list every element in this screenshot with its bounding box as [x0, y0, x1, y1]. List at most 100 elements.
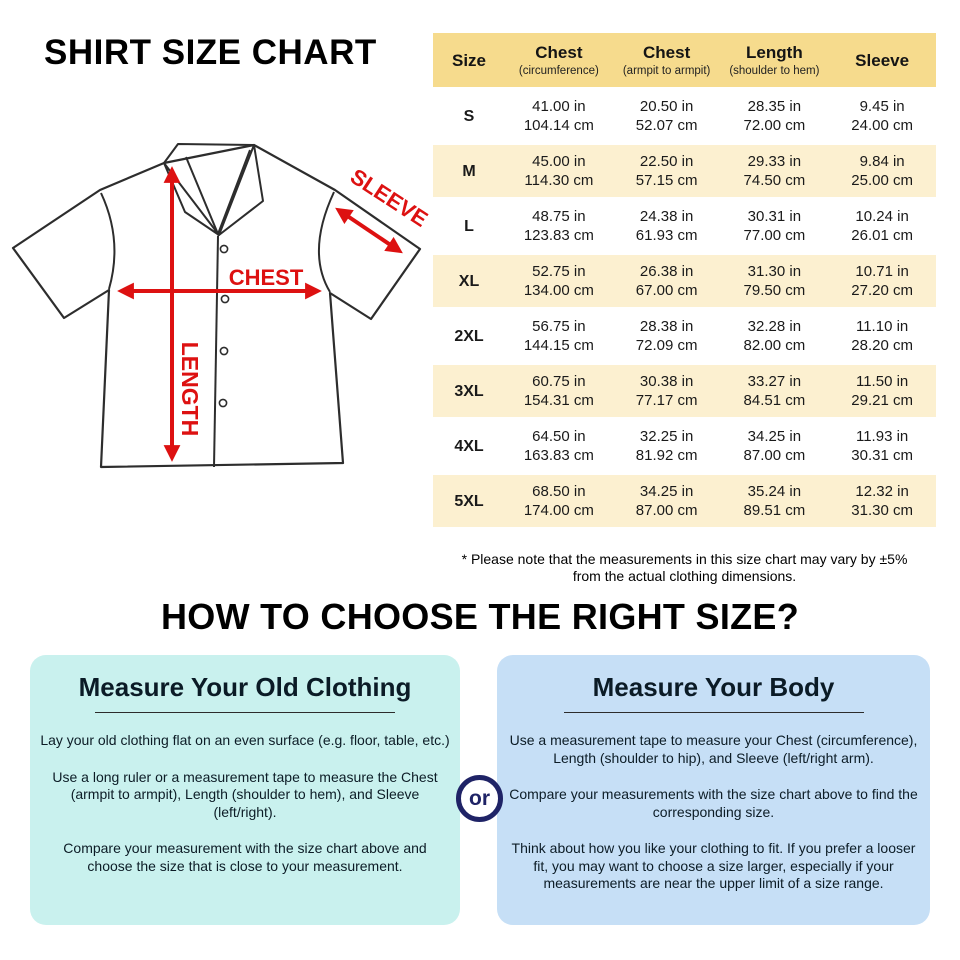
value-cm: 104.14 cm	[523, 117, 594, 134]
panel-paragraph: Lay your old clothing flat on an even su…	[40, 732, 450, 748]
table-row: XL 52.75 in 134.00 cm 26.38 in 67.00 cm 31…	[433, 255, 936, 307]
value-cm: 174.00 cm	[523, 502, 594, 519]
size-cell: L	[433, 200, 505, 252]
page-title: SHIRT SIZE CHART	[44, 33, 377, 72]
panel-measure-old-clothing: Measure Your Old Clothing Lay your old c…	[30, 655, 460, 925]
value-cm: 29.21 cm	[851, 392, 913, 409]
value-in: 68.50 in	[532, 483, 586, 500]
measure-cell: 24.38 in 61.93 cm	[612, 200, 721, 252]
value-cm: 79.50 cm	[743, 282, 806, 299]
shirt-diagram: CHEST LENGTH SLEEVE	[11, 143, 432, 469]
value-cm: 134.00 cm	[523, 282, 594, 299]
panel-paragraph: Think about how you like your clothing t…	[511, 840, 916, 891]
value-cm: 72.00 cm	[743, 117, 806, 134]
column-header-chest-circumference: Chest (circumference)	[505, 33, 613, 87]
value-in: 28.35 in	[747, 98, 802, 115]
collar-band	[163, 143, 255, 164]
measure-cell: 20.50 in 52.07 cm	[612, 90, 721, 142]
value-in: 11.93 in	[855, 428, 909, 445]
value-cm: 81.92 cm	[635, 447, 698, 464]
value-in: 12.32 in	[855, 483, 909, 500]
sleeve-arrow	[335, 207, 403, 254]
measure-cell: 30.38 in 77.17 cm	[612, 365, 721, 417]
table-row: M 45.00 in 114.30 cm 22.50 in 57.15 cm 29.…	[433, 145, 936, 197]
value-cm: 61.93 cm	[635, 227, 698, 244]
column-header-length: Length (shoulder to hem)	[720, 33, 829, 87]
table-row: 3XL 60.75 in 154.31 cm 30.38 in 77.17 cm 3…	[433, 365, 936, 417]
measure-cell: 68.50 in 174.00 cm	[505, 475, 613, 527]
button-icon	[219, 346, 229, 356]
measure-cell: 31.30 in 79.50 cm	[720, 255, 829, 307]
right-armhole-seam	[317, 191, 335, 293]
measure-cell: 9.84 in 25.00 cm	[828, 145, 936, 197]
size-chart-note: * Please note that the measurements in t…	[433, 551, 936, 585]
note-line-2: from the actual clothing dimensions.	[572, 568, 797, 584]
value-cm: 77.00 cm	[743, 227, 806, 244]
value-cm: 52.07 cm	[635, 117, 698, 134]
value-cm: 82.00 cm	[743, 337, 806, 354]
value-cm: 31.30 cm	[851, 502, 913, 519]
value-in: 9.84 in	[859, 153, 905, 170]
value-cm: 72.09 cm	[635, 337, 698, 354]
value-in: 32.25 in	[639, 428, 694, 445]
button-icon	[219, 244, 229, 254]
size-cell: S	[433, 90, 505, 142]
measure-cell: 52.75 in 134.00 cm	[505, 255, 613, 307]
value-in: 41.00 in	[532, 98, 586, 115]
measure-cell: 35.24 in 89.51 cm	[720, 475, 829, 527]
panel-measure-body: Measure Your Body Use a measurement tape…	[497, 655, 930, 925]
value-in: 56.75 in	[532, 318, 586, 335]
left-armhole-seam	[100, 192, 116, 290]
value-cm: 25.00 cm	[851, 172, 913, 189]
measure-cell: 48.75 in 123.83 cm	[505, 200, 613, 252]
measure-cell: 34.25 in 87.00 cm	[720, 420, 829, 472]
table-header-row: Size Chest (circumference) Chest (armpit t…	[433, 33, 936, 87]
value-in: 10.71 in	[855, 263, 909, 280]
measure-cell: 10.71 in 27.20 cm	[828, 255, 936, 307]
column-header-sleeve: Sleeve	[828, 33, 936, 87]
measure-cell: 33.27 in 84.51 cm	[720, 365, 829, 417]
measure-cell: 64.50 in 163.83 cm	[505, 420, 613, 472]
value-in: 24.38 in	[639, 208, 694, 225]
measure-cell: 34.25 in 87.00 cm	[612, 475, 721, 527]
placket-line	[213, 235, 219, 468]
panel-paragraph: Use a long ruler or a measurement tape t…	[52, 768, 438, 820]
measure-cell: 11.93 in 30.31 cm	[828, 420, 936, 472]
column-header-chest-armpit: Chest (armpit to armpit)	[612, 33, 721, 87]
value-cm: 144.15 cm	[523, 337, 594, 354]
button-icon	[220, 294, 230, 304]
size-cell: XL	[433, 255, 505, 307]
note-line-1: * Please note that the measurements in t…	[461, 551, 908, 567]
value-in: 30.31 in	[747, 208, 802, 225]
column-label: Chest	[643, 43, 691, 62]
value-in: 33.27 in	[747, 373, 802, 390]
value-in: 34.25 in	[747, 428, 802, 445]
value-cm: 123.83 cm	[523, 227, 594, 244]
size-cell: 4XL	[433, 420, 505, 472]
column-sublabel: (armpit to armpit)	[622, 65, 711, 77]
value-in: 30.38 in	[639, 373, 694, 390]
table-row: 2XL 56.75 in 144.15 cm 28.38 in 72.09 cm 3…	[433, 310, 936, 362]
chest-label: CHEST	[229, 265, 304, 290]
size-cell: M	[433, 145, 505, 197]
column-sublabel: (circumference)	[518, 65, 599, 77]
column-label: Length	[746, 43, 803, 62]
measure-cell: 26.38 in 67.00 cm	[612, 255, 721, 307]
measure-cell: 45.00 in 114.30 cm	[505, 145, 613, 197]
value-in: 32.28 in	[747, 318, 802, 335]
measure-cell: 10.24 in 26.01 cm	[828, 200, 936, 252]
value-in: 22.50 in	[639, 153, 694, 170]
value-in: 28.38 in	[639, 318, 694, 335]
panel-title: Measure Your Body	[592, 672, 835, 702]
table-row: L 48.75 in 123.83 cm 24.38 in 61.93 cm 30.…	[433, 200, 936, 252]
value-cm: 89.51 cm	[743, 502, 806, 519]
measure-cell: 28.38 in 72.09 cm	[612, 310, 721, 362]
size-chart-table: Size Chest (circumference) Chest (armpit t…	[433, 30, 936, 530]
value-cm: 87.00 cm	[635, 502, 698, 519]
how-to-heading: HOW TO CHOOSE THE RIGHT SIZE?	[160, 596, 800, 637]
value-cm: 67.00 cm	[635, 282, 698, 299]
panel-title: Measure Your Old Clothing	[78, 672, 412, 702]
value-in: 60.75 in	[532, 373, 586, 390]
measure-cell: 11.50 in 29.21 cm	[828, 365, 936, 417]
